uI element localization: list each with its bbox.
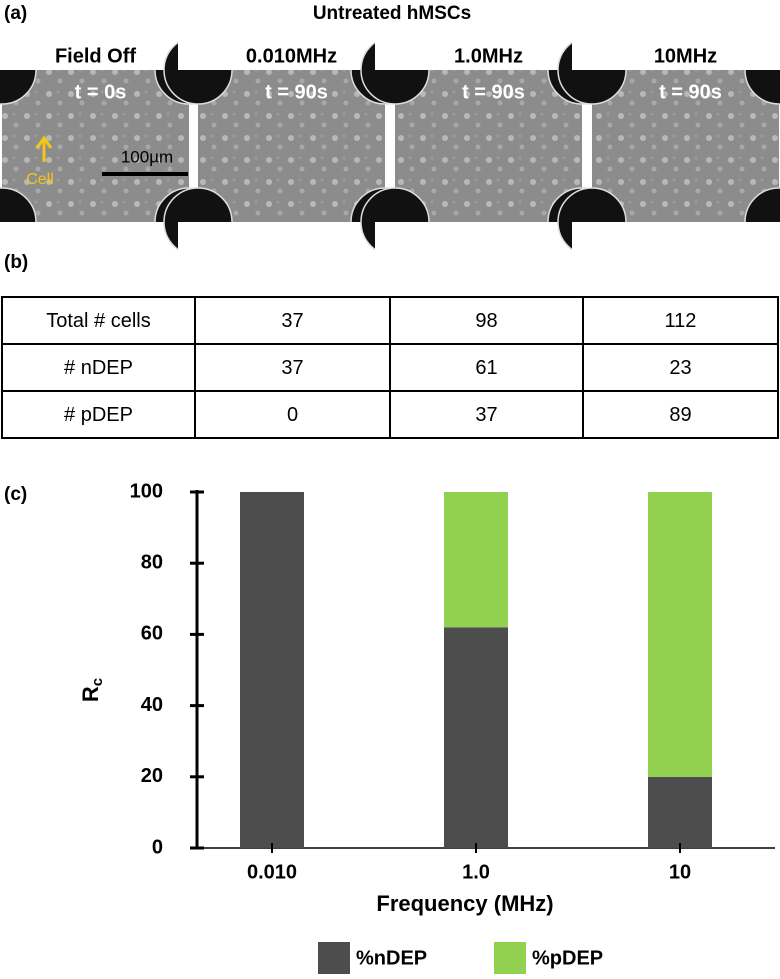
image-header: 10MHz [654,45,717,67]
table-text: 0 [287,404,298,426]
legend-swatch [494,942,526,974]
x-tick-label: 0.010 [247,861,297,883]
bar-segment [648,492,712,777]
y-tick-label: 100 [130,480,163,502]
x-axis-label: Frequency (MHz) [376,891,553,916]
time-label: t = 90s [462,81,525,103]
bar-segment [444,492,508,628]
y-label-main: R [78,686,103,702]
table-text: 37 [475,404,497,426]
panel-label: (c) [4,484,27,505]
bar-segment [444,627,508,848]
y-tick-label: 0 [152,836,163,858]
y-tick-label: 60 [141,623,163,645]
y-tick-label: 40 [141,694,163,716]
y-label-sub: c [89,678,106,686]
table-text: Total # cells [46,310,151,332]
y-tick-label: 20 [141,765,163,787]
micrograph [395,70,582,222]
time-label: t = 90s [265,81,328,103]
table-text: 37 [281,357,303,379]
micrograph [198,70,385,222]
table-text: 89 [669,404,691,426]
clip-frame [572,222,780,258]
panel-label: (a) [4,3,27,24]
table-text: 23 [669,357,691,379]
time-label: t = 0s [75,81,127,103]
panel-title: Untreated hMSCs [313,3,471,24]
y-tick-label: 80 [141,551,163,573]
annotation: Cell [26,171,54,188]
table-text: 112 [665,310,697,332]
panel-label: (b) [4,252,28,273]
clip-frame [572,30,780,70]
legend-label: %pDEP [532,947,603,969]
x-tick-label: 1.0 [462,861,490,883]
scale-bar [102,172,188,176]
bar-segment [648,776,712,848]
arrow [35,135,53,162]
image-header: Field Off [55,45,136,67]
time-label: t = 90s [659,81,722,103]
micrograph [592,70,779,222]
legend-label: %nDEP [356,947,427,969]
image-header: 1.0MHz [454,45,523,67]
table-cell [582,390,779,439]
legend-swatch [318,942,350,974]
y-axis-label: Rc [78,678,106,702]
bar-segment [240,492,304,848]
table-text: 61 [475,357,497,379]
table-text: 98 [475,310,497,332]
table-text: # pDEP [64,404,133,426]
table-text: # nDEP [64,357,133,379]
image-header: 0.010MHz [246,45,337,67]
table-text: 37 [281,310,303,332]
scale-label: 100µm [121,147,173,166]
micrograph [2,70,189,222]
x-tick-label: 10 [669,861,691,883]
